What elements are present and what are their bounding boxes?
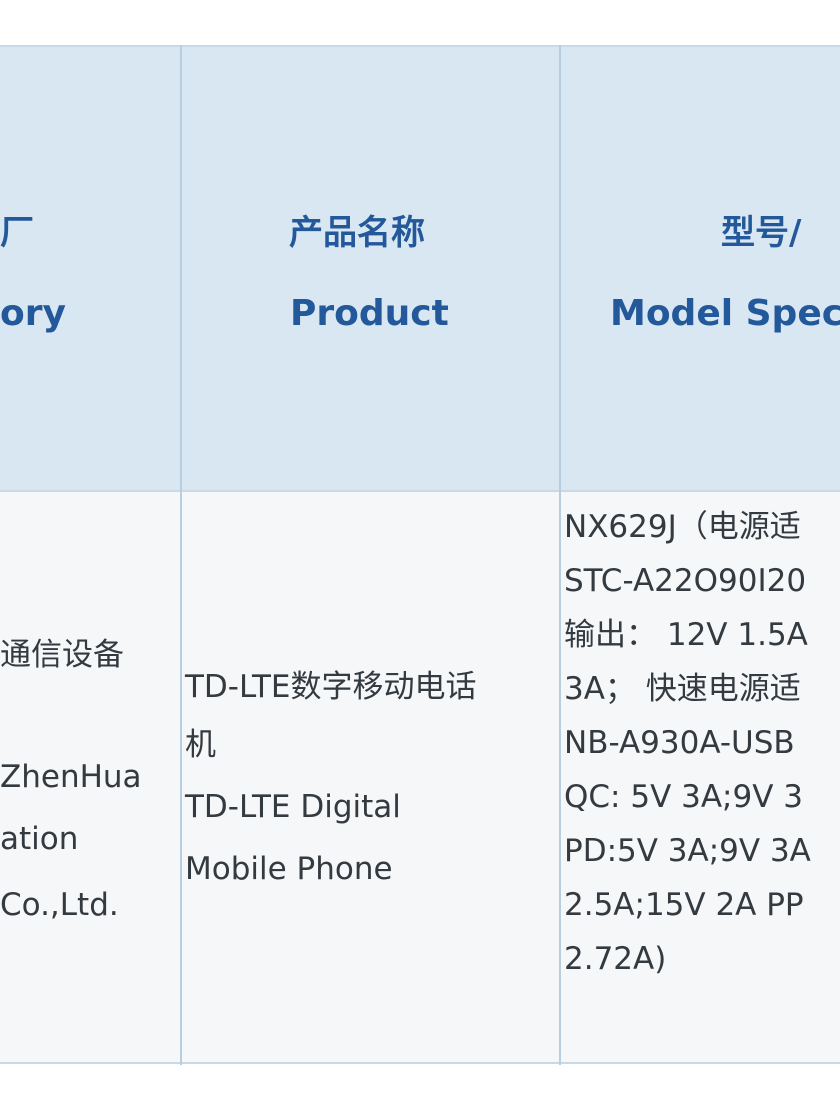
- table-header: [0, 45, 840, 492]
- column-divider: [559, 45, 561, 1065]
- model-line: PD:5V 3A;9V 3A: [564, 833, 811, 869]
- product-line: Mobile Phone: [185, 851, 393, 887]
- product-line: TD-LTE Digital: [185, 789, 401, 825]
- manufacturer-line: ation: [0, 821, 79, 857]
- header-cell-factory: 厂 ory: [0, 45, 180, 490]
- column-divider: [180, 45, 182, 1065]
- cell-product: TD-LTE数字移动电话 机 TD-LTE Digital Mobile Pho…: [183, 492, 559, 1062]
- header-cell-model: 型号/ Model Spec: [561, 45, 840, 490]
- header-factory-cn: 厂: [0, 213, 34, 253]
- header-model-cn: 型号/: [721, 213, 802, 253]
- model-line: NX629J（电源适: [564, 509, 801, 545]
- manufacturer-line: 通信设备: [0, 637, 124, 673]
- manufacturer-line: ZhenHua: [0, 759, 142, 795]
- divider: [0, 45, 840, 47]
- cell-manufacturer: 通信设备 ZhenHua ation Co.,Ltd.: [0, 492, 180, 1062]
- header-model-en: Model Spec: [610, 293, 840, 334]
- table-row: [0, 492, 840, 1062]
- product-line: 机: [185, 727, 216, 763]
- model-line: QC: 5V 3A;9V 3: [564, 779, 804, 815]
- model-line: 输出： 12V 1.5A: [564, 617, 808, 653]
- model-line: 3A； 快速电源适: [564, 671, 801, 707]
- model-line: 2.5A;15V 2A PP: [564, 887, 804, 923]
- divider: [0, 490, 840, 492]
- header-product-cn: 产品名称: [289, 213, 425, 253]
- header-product-en: Product: [290, 293, 449, 334]
- model-line: NB-A930A-USB: [564, 725, 795, 761]
- product-line: TD-LTE数字移动电话: [185, 669, 477, 705]
- cell-model-spec: NX629J（电源适 STC-A22O90I20 输出： 12V 1.5A 3A…: [561, 492, 840, 1062]
- model-line: 2.72A): [564, 941, 667, 977]
- divider: [0, 1062, 840, 1064]
- model-line: STC-A22O90I20: [564, 563, 807, 599]
- header-factory-en: ory: [0, 293, 66, 334]
- manufacturer-line: Co.,Ltd.: [0, 887, 119, 923]
